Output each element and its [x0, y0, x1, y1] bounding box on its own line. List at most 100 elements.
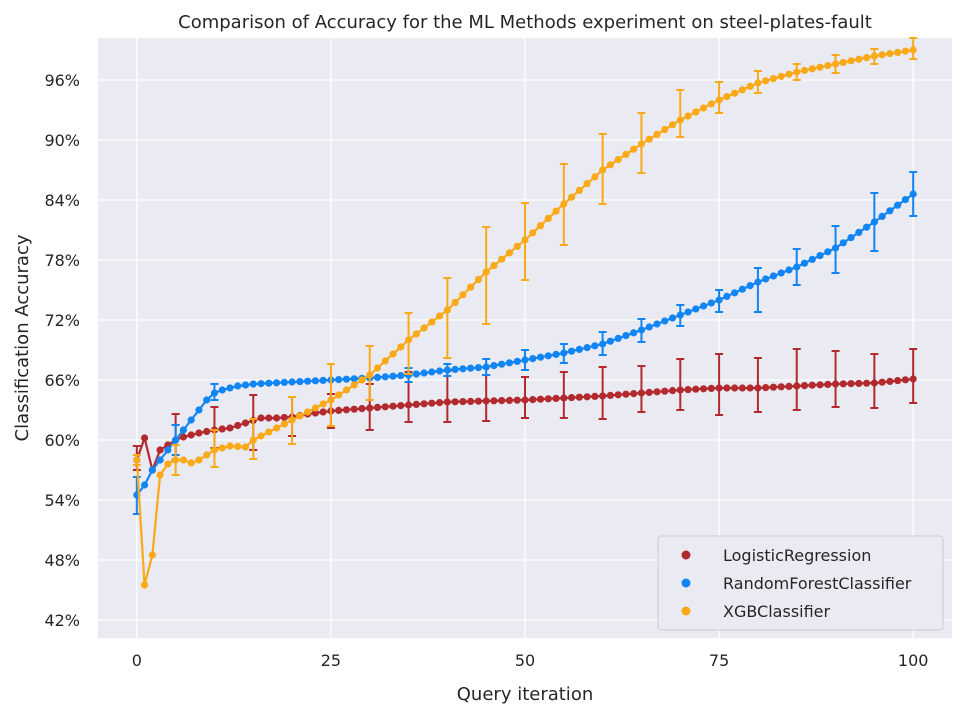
- data-point: [381, 357, 389, 365]
- data-point: [544, 214, 552, 222]
- data-point: [785, 266, 793, 274]
- data-point: [630, 329, 638, 337]
- data-point: [839, 58, 847, 66]
- data-point: [901, 196, 910, 204]
- error-bar: [443, 277, 452, 359]
- data-point: [381, 403, 389, 411]
- data-point: [505, 359, 514, 367]
- data-point: [731, 89, 739, 97]
- data-point: [622, 390, 630, 398]
- data-point: [397, 372, 405, 380]
- series-LogisticRegression: [132, 348, 918, 474]
- data-point: [350, 375, 358, 383]
- data-point: [800, 66, 809, 74]
- error-bar: [676, 358, 685, 411]
- legend-entry: XGBClassifier: [723, 602, 831, 621]
- data-point: [661, 387, 669, 395]
- data-point: [723, 93, 731, 101]
- data-point: [692, 108, 700, 116]
- data-point: [653, 388, 661, 396]
- data-point: [878, 378, 886, 386]
- data-point: [319, 408, 327, 416]
- data-point: [234, 382, 242, 390]
- data-point: [203, 427, 211, 436]
- data-point: [754, 384, 762, 392]
- data-point: [226, 424, 234, 432]
- data-point: [684, 112, 692, 120]
- y-tick-label: 48%: [44, 551, 80, 570]
- x-tick-label: 0: [132, 651, 142, 670]
- data-point: [296, 378, 304, 386]
- data-point: [373, 403, 382, 411]
- data-point: [195, 429, 203, 437]
- data-point: [288, 378, 296, 386]
- tick-labels: 0 25 50 75 100 42% 48% 54% 60% 66% 72% 78% 84% 90% 96%: [44, 71, 928, 670]
- data-point: [901, 47, 910, 55]
- data-point: [831, 244, 840, 252]
- data-point: [699, 385, 708, 393]
- legend: LogisticRegression RandomForestClassifier…: [657, 535, 944, 631]
- data-point: [195, 456, 203, 464]
- data-point: [800, 382, 809, 390]
- data-point: [397, 343, 405, 351]
- data-point: [762, 275, 770, 283]
- data-point: [567, 394, 576, 402]
- data-point: [498, 360, 506, 368]
- data-point: [738, 86, 746, 94]
- data-point: [156, 456, 164, 464]
- data-point: [583, 393, 591, 401]
- data-point: [474, 364, 483, 372]
- data-point: [863, 54, 871, 62]
- data-point: [614, 391, 622, 399]
- data-point: [606, 337, 615, 345]
- data-point: [552, 350, 560, 358]
- data-point: [443, 306, 451, 314]
- data-point: [513, 357, 521, 365]
- data-point: [622, 332, 630, 340]
- data-point: [630, 390, 638, 398]
- data-point: [777, 269, 785, 277]
- data-point: [668, 387, 677, 395]
- y-tick-label: 84%: [44, 191, 80, 210]
- data-point: [661, 317, 669, 325]
- data-point: [575, 186, 583, 194]
- data-point: [816, 252, 824, 260]
- data-point: [723, 292, 731, 300]
- data-point: [420, 400, 428, 408]
- data-point: [738, 285, 746, 293]
- x-tick-label: 100: [898, 651, 929, 670]
- data-point: [451, 365, 459, 373]
- data-point: [746, 82, 754, 90]
- data-point: [187, 431, 195, 439]
- y-axis-label: Classification Accuracy: [12, 234, 33, 441]
- data-point: [335, 391, 343, 399]
- data-point: [140, 434, 149, 442]
- data-point: [311, 404, 319, 412]
- legend-entry: LogisticRegression: [723, 546, 871, 565]
- y-tick-label: 42%: [44, 611, 80, 630]
- data-point: [164, 446, 172, 454]
- data-point: [622, 150, 630, 158]
- data-point: [793, 263, 801, 271]
- data-point: [234, 421, 242, 430]
- legend-marker: [681, 606, 691, 616]
- data-point: [591, 173, 599, 181]
- data-point: [599, 166, 607, 174]
- data-point: [187, 459, 195, 467]
- data-point: [637, 389, 646, 397]
- data-point: [241, 419, 250, 427]
- data-point: [397, 402, 405, 410]
- data-point: [459, 291, 467, 299]
- data-point: [777, 383, 785, 391]
- data-point: [878, 51, 886, 59]
- data-point: [870, 218, 878, 226]
- data-point: [428, 399, 436, 407]
- data-point: [358, 405, 366, 413]
- series-layer: [132, 37, 918, 589]
- data-point: [855, 379, 863, 387]
- data-point: [606, 391, 615, 399]
- data-point: [567, 347, 576, 355]
- data-point: [645, 323, 653, 331]
- data-point: [241, 443, 250, 451]
- series-XGBClassifier: [132, 37, 918, 589]
